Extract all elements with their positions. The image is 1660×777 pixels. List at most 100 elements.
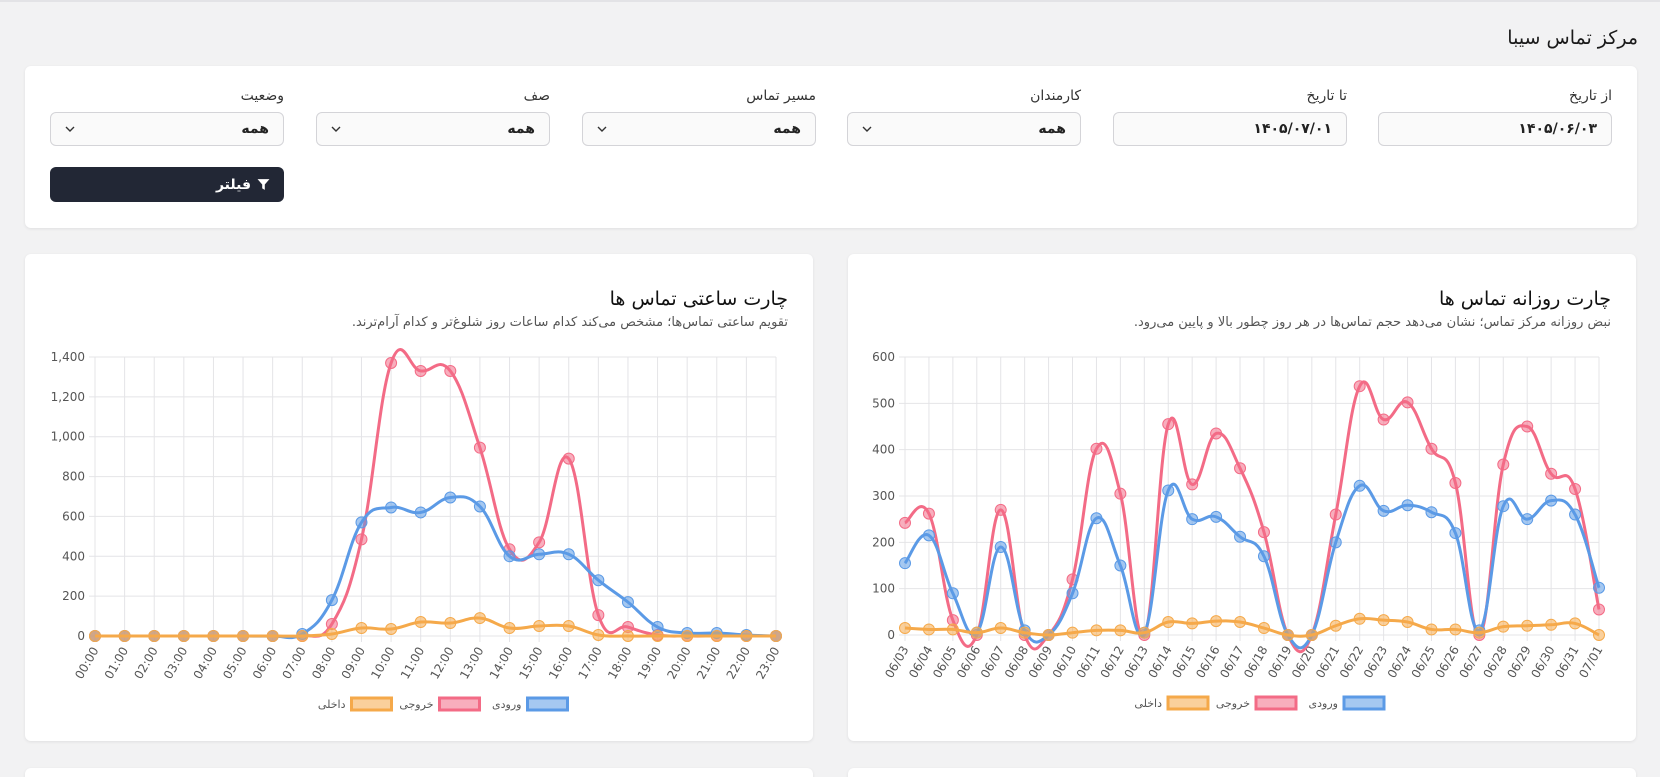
daily-chart-data-point[interactable]: [994, 540, 1007, 553]
hourly-chart-data-point[interactable]: [503, 622, 516, 635]
daily-chart-data-point[interactable]: [1186, 478, 1199, 491]
hourly-chart-data-point[interactable]: [355, 516, 368, 529]
hourly-chart-data-point[interactable]: [444, 364, 457, 377]
hourly-chart-data-point[interactable]: [592, 629, 605, 642]
daily-chart-data-point[interactable]: [1210, 427, 1223, 440]
daily-chart-data-point[interactable]: [1018, 626, 1031, 639]
hourly-chart-data-point[interactable]: [325, 628, 338, 641]
hourly-chart-data-point[interactable]: [266, 630, 279, 642]
daily-chart-data-point[interactable]: [1521, 420, 1534, 433]
daily-chart-data-point[interactable]: [1257, 622, 1270, 635]
call-route-select[interactable]: همه: [582, 112, 816, 146]
daily-chart-data-point[interactable]: [1114, 487, 1127, 500]
employees-select[interactable]: همه: [847, 112, 1081, 146]
daily-chart-data-point[interactable]: [1329, 619, 1342, 632]
hourly-chart-data-point[interactable]: [533, 536, 546, 549]
to-date-input[interactable]: ۱۴۰۵/۰۷/۰۱: [1113, 112, 1347, 146]
daily-chart-data-point[interactable]: [1377, 413, 1390, 426]
daily-chart-data-point[interactable]: [1569, 508, 1582, 521]
daily-chart-data-point[interactable]: [946, 587, 959, 600]
daily-chart-data-point[interactable]: [1090, 512, 1103, 525]
daily-chart-data-point[interactable]: [1401, 396, 1414, 409]
daily-chart-data-point[interactable]: [1042, 629, 1055, 641]
daily-chart-data-point[interactable]: [1377, 614, 1390, 627]
hourly-chart-data-point[interactable]: [651, 630, 664, 642]
hourly-chart-data-point[interactable]: [177, 630, 190, 642]
daily-chart-data-point[interactable]: [1090, 624, 1103, 637]
daily-chart-data-point[interactable]: [1545, 467, 1558, 480]
daily-chart-data-point[interactable]: [970, 626, 983, 639]
filter-button[interactable]: فیلتر: [50, 167, 284, 202]
daily-chart-data-point[interactable]: [1257, 526, 1270, 539]
daily-chart-data-point[interactable]: [899, 622, 911, 635]
daily-chart-data-point[interactable]: [1593, 581, 1605, 594]
daily-chart-data-point[interactable]: [994, 503, 1007, 516]
daily-chart-legend-item[interactable]: خروجی: [1216, 695, 1298, 711]
daily-chart-data-point[interactable]: [1138, 626, 1151, 639]
hourly-chart-data-point[interactable]: [237, 630, 250, 642]
hourly-chart-data-point[interactable]: [592, 609, 605, 622]
daily-chart-legend-item[interactable]: ورودی: [1309, 695, 1386, 711]
queue-select[interactable]: همه: [316, 112, 550, 146]
hourly-chart-data-point[interactable]: [385, 356, 398, 369]
daily-chart-data-point[interactable]: [1377, 504, 1390, 517]
daily-chart-data-point[interactable]: [1353, 612, 1366, 625]
daily-chart-data-point[interactable]: [1521, 513, 1534, 526]
hourly-chart-data-point[interactable]: [503, 550, 516, 563]
daily-chart-data-point[interactable]: [1449, 477, 1462, 490]
hourly-chart-data-point[interactable]: [562, 548, 575, 561]
hourly-chart-data-point[interactable]: [562, 620, 575, 633]
hourly-chart-data-point[interactable]: [296, 630, 309, 642]
daily-chart-legend-item[interactable]: داخلی: [1134, 695, 1210, 711]
daily-chart-data-point[interactable]: [1162, 484, 1175, 497]
daily-chart-data-point[interactable]: [1353, 479, 1366, 492]
hourly-chart-data-point[interactable]: [207, 630, 220, 642]
hourly-chart-data-point[interactable]: [770, 630, 782, 642]
daily-chart-data-point[interactable]: [899, 516, 911, 529]
daily-chart-data-point[interactable]: [1329, 508, 1342, 521]
daily-chart-data-point[interactable]: [1090, 442, 1103, 455]
hourly-chart-data-point[interactable]: [562, 452, 575, 465]
daily-chart-data-point[interactable]: [1593, 603, 1605, 616]
daily-chart-data-point[interactable]: [1162, 418, 1175, 431]
daily-chart-data-point[interactable]: [1569, 617, 1582, 630]
hourly-chart-data-point[interactable]: [355, 533, 368, 546]
daily-chart-data-point[interactable]: [922, 529, 935, 542]
hourly-chart-data-point[interactable]: [148, 630, 161, 642]
hourly-chart-data-point[interactable]: [444, 617, 457, 630]
daily-chart-data-point[interactable]: [1162, 616, 1175, 629]
hourly-chart-legend-item[interactable]: ورودی: [492, 696, 569, 712]
daily-chart-data-point[interactable]: [922, 507, 935, 520]
daily-chart-data-point[interactable]: [1210, 510, 1223, 523]
hourly-chart-data-point[interactable]: [325, 618, 338, 631]
status-select[interactable]: همه: [50, 112, 284, 146]
hourly-chart-data-point[interactable]: [533, 620, 546, 633]
daily-chart-data-point[interactable]: [1545, 618, 1558, 631]
daily-chart-data-point[interactable]: [1234, 616, 1247, 629]
daily-chart-data-point[interactable]: [1281, 629, 1294, 641]
daily-chart-data-point[interactable]: [1257, 550, 1270, 563]
daily-chart-data-point[interactable]: [994, 622, 1007, 635]
hourly-chart-legend-item[interactable]: خروجی: [399, 696, 481, 712]
hourly-chart-data-point[interactable]: [473, 612, 486, 625]
hourly-chart-data-point[interactable]: [118, 630, 131, 642]
daily-chart-data-point[interactable]: [1305, 629, 1318, 641]
hourly-chart-data-point[interactable]: [325, 594, 338, 607]
hourly-chart-data-point[interactable]: [473, 441, 486, 454]
daily-chart-data-point[interactable]: [1066, 626, 1079, 639]
daily-chart-data-point[interactable]: [1401, 499, 1414, 512]
hourly-chart-data-point[interactable]: [710, 630, 723, 642]
hourly-chart-data-point[interactable]: [621, 596, 634, 609]
hourly-chart-data-point[interactable]: [473, 500, 486, 513]
daily-chart-data-point[interactable]: [1329, 536, 1342, 549]
hourly-chart-data-point[interactable]: [89, 630, 101, 642]
daily-chart-data-point[interactable]: [1449, 527, 1462, 540]
daily-chart-data-point[interactable]: [1497, 458, 1510, 471]
daily-chart-data-point[interactable]: [1593, 629, 1605, 641]
daily-chart-data-point[interactable]: [1114, 559, 1127, 572]
hourly-chart-legend-item[interactable]: داخلی: [318, 696, 393, 712]
hourly-chart-data-point[interactable]: [385, 501, 398, 514]
hourly-chart-data-point[interactable]: [444, 491, 457, 504]
hourly-chart-data-point[interactable]: [533, 548, 546, 561]
daily-chart-data-point[interactable]: [1521, 619, 1534, 632]
